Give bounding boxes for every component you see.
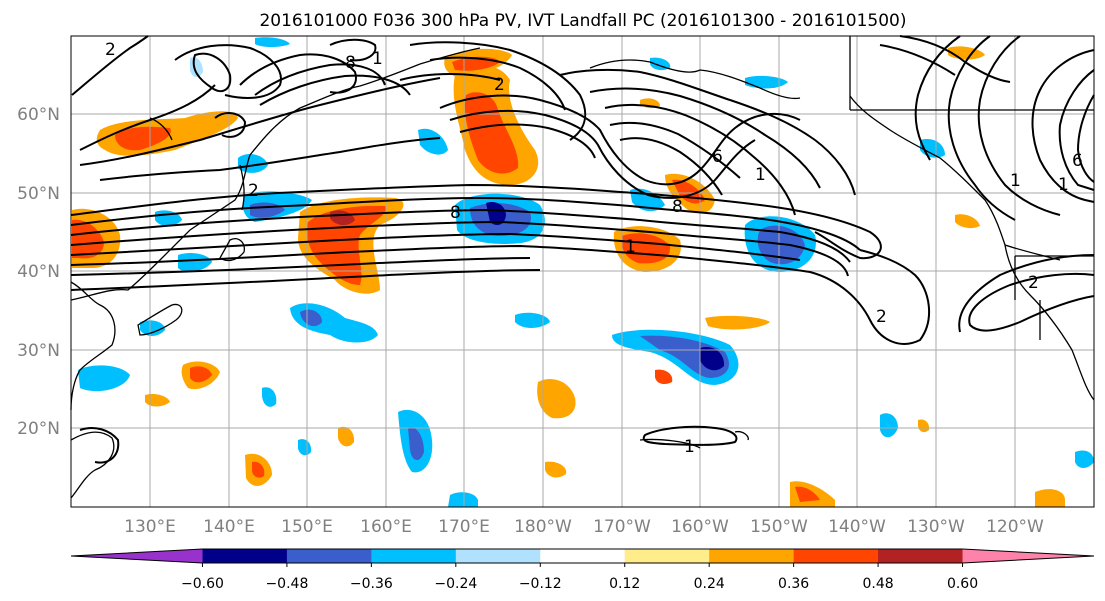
contour-label: 2 (1028, 273, 1039, 293)
pv-positive-region (955, 214, 980, 229)
pv-positive-region (72, 219, 104, 259)
contour-label: 1 (755, 165, 766, 185)
pv-positive-region (338, 426, 355, 447)
colorbar-segment (709, 549, 795, 563)
pv-negative-region (140, 320, 165, 336)
pv-negative-region (745, 75, 788, 89)
colorbar-segment (793, 549, 879, 563)
colorbar-extension-low (71, 549, 203, 563)
pv-positive-region (537, 378, 576, 419)
contour-label: 1 (1010, 171, 1021, 191)
colorbar-segment (202, 549, 288, 563)
colorbar-segment (455, 549, 541, 563)
pv-negative-region (515, 312, 550, 328)
contour-label: 8 (345, 53, 356, 73)
pv-positive-region (145, 393, 170, 407)
pv-positive-region (918, 419, 930, 433)
lat-tick-label: 20°N (17, 419, 60, 439)
pv-negative-region (178, 252, 212, 272)
contour-label: 1 (625, 237, 636, 257)
pv-positive-region (545, 461, 567, 478)
contour-label: 1 (684, 437, 695, 457)
lon-tick-label: 160°W (671, 517, 729, 537)
contour-label: 6 (1072, 151, 1083, 171)
lon-tick-label: 170°E (438, 517, 490, 537)
pv-negative-region (298, 439, 312, 456)
colorbar-segments (70, 548, 1095, 567)
colorbar-segment (540, 549, 626, 563)
contour-label: 8 (450, 203, 461, 223)
map-title: 2016101000 F036 300 hPa PV, IVT Landfall… (259, 11, 906, 31)
ivt-contours (70, 35, 1095, 464)
pv-negative-region (255, 37, 290, 47)
colorbar-ticks: −0.60 −0.48 −0.36 −0.24 −0.12 0.12 0.24 … (181, 576, 978, 592)
colorbar-tick-label: −0.36 (350, 576, 393, 592)
pv-anomaly-fill (72, 37, 1094, 507)
colorbar-segment (371, 549, 457, 563)
lat-tick-label: 30°N (17, 341, 60, 361)
colorbar-segment (286, 549, 372, 563)
pv-positive-region (705, 315, 770, 330)
lon-tick-label: 170°W (593, 517, 651, 537)
lon-tick-label: 140°E (203, 517, 255, 537)
colorbar-tick-label: 0.48 (863, 576, 894, 592)
contour-label: 6 (712, 147, 723, 167)
colorbar: −0.60 −0.48 −0.36 −0.24 −0.12 0.12 0.24 … (70, 548, 1095, 592)
lon-tick-label: 150°E (281, 517, 333, 537)
colorbar-tick-label: −0.12 (519, 576, 562, 592)
colorbar-tick-label: 0.36 (778, 576, 809, 592)
map-frame (70, 35, 1095, 508)
colorbar-tick-label: 0.24 (694, 576, 725, 592)
colorbar-tick-label: 0.60 (947, 576, 978, 592)
contour-label: 2 (494, 75, 505, 95)
colorbar-tick-label: −0.48 (265, 576, 308, 592)
pv-negative-region (262, 387, 277, 407)
contour-labels: 2 8 1 2 8 1 6 8 1 2 6 1 1 2 1 2 (105, 40, 1083, 457)
contour-label: 2 (876, 307, 887, 327)
contour-label: 2 (248, 181, 259, 201)
pv-negative-region (880, 413, 898, 438)
pv-negative-region (486, 202, 506, 226)
lon-tick-label: 130°W (907, 517, 965, 537)
contour-label: 2 (105, 40, 116, 60)
lat-tick-label: 50°N (17, 184, 60, 204)
longitude-labels: 130°E 140°E 150°E 160°E 170°E 180°W 170°… (124, 517, 1044, 537)
lon-tick-label: 150°W (750, 517, 808, 537)
pv-positive-region (655, 369, 673, 385)
lon-tick-label: 180°W (514, 517, 572, 537)
pv-negative-region (1075, 450, 1094, 468)
colorbar-extension-high (962, 549, 1094, 563)
pv-positive-region (115, 126, 171, 151)
pv-positive-region (252, 461, 265, 478)
pv-negative-region (78, 365, 130, 392)
latitude-labels: 60°N 50°N 40°N 30°N 20°N (17, 105, 60, 439)
colorbar-tick-label: −0.60 (181, 576, 224, 592)
lon-tick-label: 120°W (986, 517, 1044, 537)
lat-tick-label: 40°N (17, 262, 60, 282)
colorbar-tick-label: 0.12 (609, 576, 640, 592)
lat-tick-label: 60°N (17, 105, 60, 125)
pv-negative-region (238, 154, 268, 173)
pv-negative-region (300, 309, 322, 327)
pv-negative-region (700, 346, 725, 371)
pv-positive-region (795, 486, 820, 502)
pv-positive-region (190, 366, 212, 383)
lon-tick-label: 140°W (828, 517, 886, 537)
contour-label: 1 (372, 49, 383, 69)
lon-tick-label: 130°E (124, 517, 176, 537)
pv-negative-region (408, 427, 424, 461)
colorbar-segment (624, 549, 710, 563)
pv-negative-region (418, 128, 448, 155)
lon-tick-label: 160°E (360, 517, 412, 537)
colorbar-segment (878, 549, 964, 563)
colorbar-tick-label: −0.24 (434, 576, 477, 592)
pv-negative-region (448, 492, 478, 507)
contour-label: 8 (672, 197, 683, 217)
pv-positive-region (1035, 489, 1065, 507)
contour-label: 1 (1058, 175, 1069, 195)
